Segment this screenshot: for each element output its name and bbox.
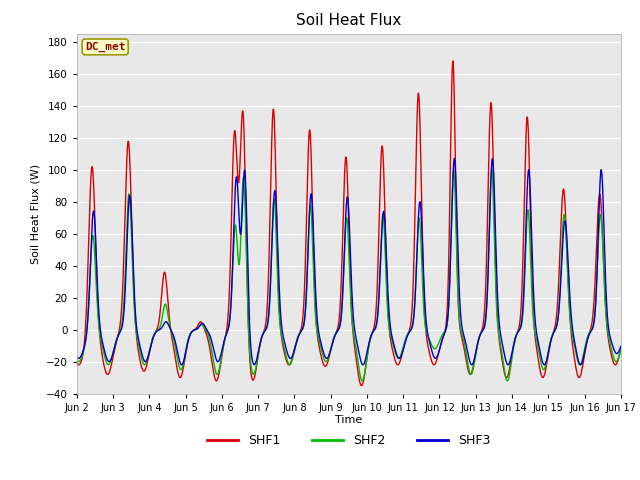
SHF3 (471, 354, 479, 360)
SHF2 (328, 339, 336, 345)
Line: SHF2: SHF2 (77, 169, 621, 381)
SHF1 (449, 58, 457, 64)
SHF1 (328, 340, 336, 346)
X-axis label: Time: Time (335, 415, 362, 425)
SHF2 (471, 357, 479, 363)
SHF2 (358, 378, 366, 384)
SHF1 (441, 329, 449, 335)
SHF3 (171, 336, 179, 342)
SHF1 (358, 383, 365, 388)
SHF2 (616, 348, 624, 354)
SHF2 (171, 340, 179, 346)
SHF2 (617, 346, 625, 352)
SHF1 (617, 347, 625, 352)
SHF2 (502, 374, 509, 380)
SHF3 (616, 345, 624, 351)
Line: SHF3: SHF3 (77, 158, 621, 365)
SHF3 (502, 357, 509, 363)
SHF1 (171, 350, 179, 356)
SHF3 (178, 362, 186, 368)
SHF3 (451, 156, 458, 161)
Legend: SHF1, SHF2, SHF3: SHF1, SHF2, SHF3 (202, 429, 495, 452)
Y-axis label: Soil Heat Flux (W): Soil Heat Flux (W) (30, 164, 40, 264)
SHF1 (471, 355, 479, 361)
SHF3 (329, 340, 337, 346)
Line: SHF1: SHF1 (77, 61, 621, 385)
SHF2 (441, 329, 449, 335)
Text: DC_met: DC_met (85, 42, 125, 52)
SHF1 (616, 348, 624, 354)
SHF3 (617, 344, 625, 349)
SHF3 (441, 331, 449, 336)
SHF1 (502, 374, 509, 380)
Title: Soil Heat Flux: Soil Heat Flux (296, 13, 401, 28)
SHF1 (73, 360, 81, 366)
SHF2 (450, 167, 458, 172)
SHF3 (73, 354, 81, 360)
SHF2 (73, 357, 81, 363)
